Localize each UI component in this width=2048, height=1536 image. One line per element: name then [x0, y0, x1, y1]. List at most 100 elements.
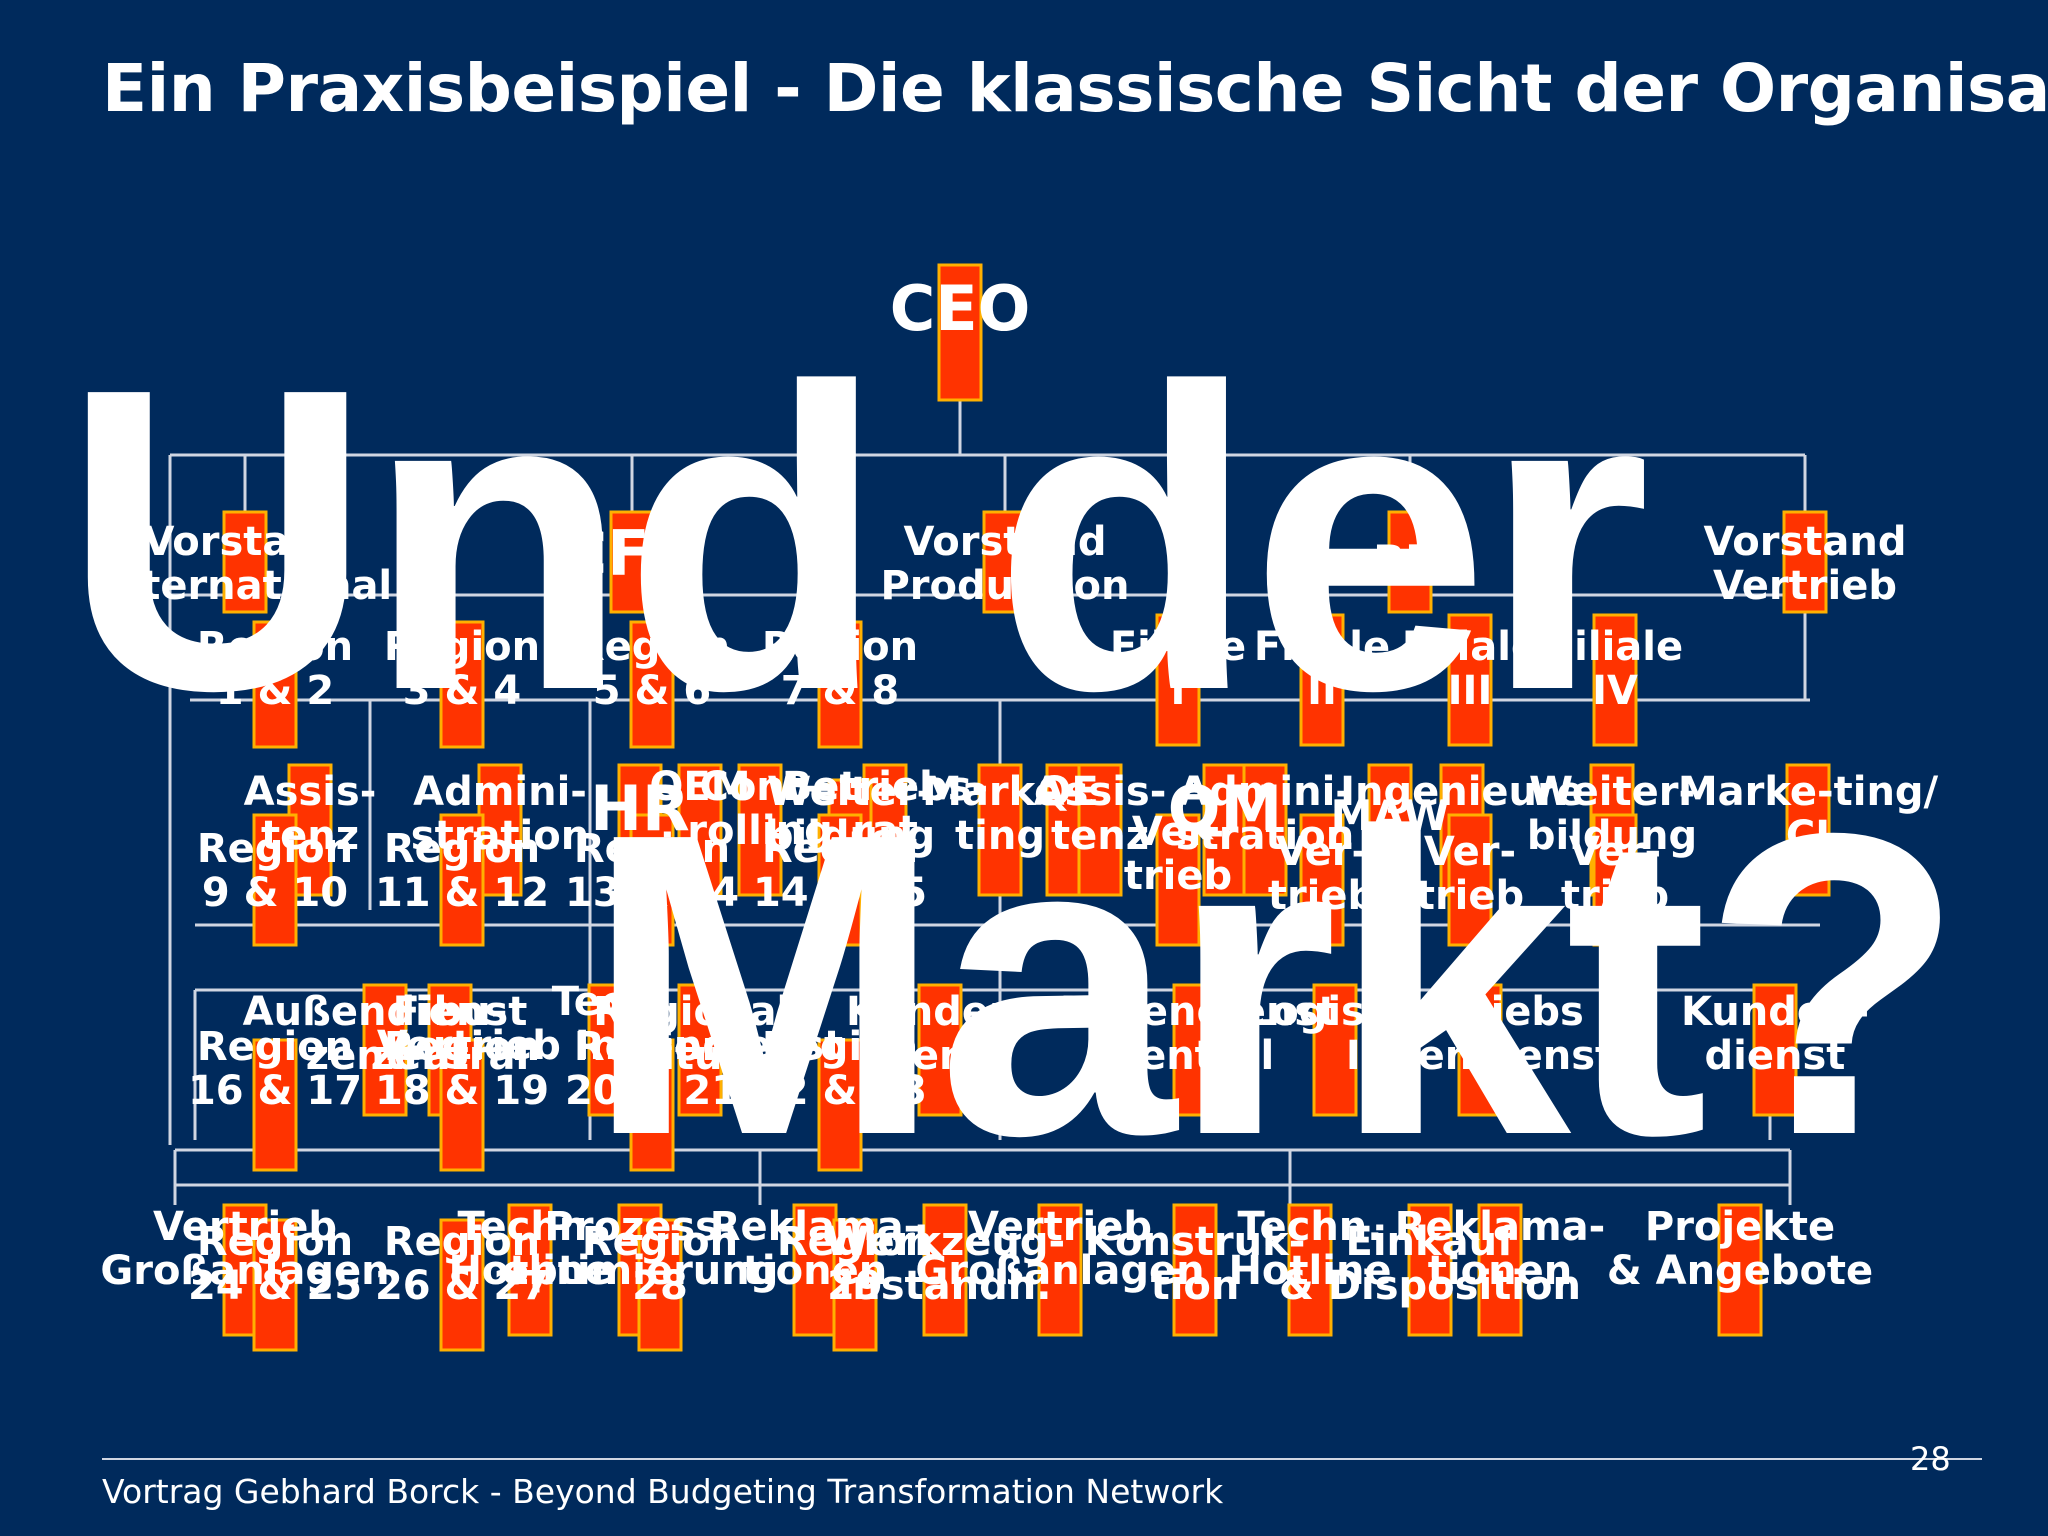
org-unit-box — [252, 813, 298, 947]
org-unit-label: Assis-tenz — [1034, 769, 1167, 859]
org-unit-box — [287, 763, 333, 897]
org-unit-box — [609, 510, 655, 614]
org-unit-label: Kunden-dienst — [846, 989, 1034, 1079]
org-unit-label: Vertrieb Großanlagen — [100, 1204, 389, 1294]
footer-divider — [102, 1458, 1982, 1460]
org-unit-box — [629, 813, 675, 947]
org-unit-label: CEO — [890, 272, 1031, 345]
org-unit-box — [629, 620, 675, 749]
org-unit-box — [637, 1218, 683, 1352]
org-unit-box — [1592, 813, 1638, 947]
org-unit-label: Region 28 — [582, 1219, 738, 1309]
org-unit-label: Region 11 & 12 — [375, 826, 549, 916]
org-unit-box — [937, 263, 983, 402]
org-unit-label: Ver-trieb — [1124, 809, 1232, 899]
org-unit-label: Filiale III — [1402, 624, 1538, 714]
org-unit-label: OEM — [649, 764, 750, 810]
page-number: 28 — [1910, 1440, 1951, 1478]
org-unit-label: Außendienst zentral — [243, 989, 528, 1079]
org-unit-box — [1387, 510, 1433, 614]
org-unit-box — [1477, 1203, 1523, 1337]
org-unit-box — [439, 1218, 485, 1352]
org-unit-box — [977, 763, 1023, 897]
org-unit-label: Region 18 & 19 — [375, 1024, 549, 1114]
org-unit-box — [252, 1038, 298, 1172]
org-unit-label: Fibu-zentral — [371, 989, 529, 1079]
org-unit-box — [1457, 983, 1503, 1117]
org-unit-label: Projekte & Angebote — [1607, 1204, 1873, 1294]
org-unit-box — [587, 983, 633, 1117]
org-unit-label: Vorstand Produktion — [880, 519, 1129, 609]
org-unit-box — [1367, 763, 1413, 897]
org-unit-box — [1299, 613, 1345, 747]
org-chart-labels: CEO Vorstand International CFO Vorstand Produ… — [98, 272, 1939, 1309]
org-unit-box — [1785, 763, 1831, 897]
org-unit-label: Weiter-bildung — [1527, 769, 1697, 859]
org-unit-label: QM — [1168, 772, 1282, 845]
org-unit-label: Vertrieb Großanlagen — [915, 1204, 1204, 1294]
org-unit-label: Kunden-dienst — [1681, 989, 1869, 1079]
org-unit-box — [1447, 813, 1493, 947]
org-unit-label: Filiale II — [1254, 624, 1390, 714]
org-unit-box — [792, 1203, 838, 1337]
slide-title: Ein Praxisbeispiel - Die klassische Sich… — [102, 50, 2048, 127]
org-unit-box — [1407, 1203, 1453, 1337]
overlay-question-line-1: Und der — [62, 300, 1650, 780]
org-unit-box — [222, 510, 268, 614]
org-unit-box — [1299, 813, 1345, 947]
org-unit-box — [1447, 613, 1493, 747]
org-unit-box — [677, 983, 723, 1117]
org-unit-label: Region 7 & 8 — [762, 624, 918, 714]
org-unit-label: Vertriebs Innendienst — [1346, 989, 1614, 1079]
org-unit-label: Vorstand International — [98, 519, 392, 609]
org-unit-box — [252, 1218, 298, 1352]
org-unit-box — [922, 1203, 968, 1337]
org-unit-box — [1077, 763, 1123, 897]
org-unit-box — [677, 763, 723, 897]
org-unit-box — [982, 510, 1028, 614]
org-unit-box — [817, 1038, 863, 1172]
org-unit-label: Marke-ting/CI — [1678, 769, 1939, 859]
org-unit-label: Region 5 & 6 — [574, 624, 730, 714]
org-unit-box — [1155, 813, 1201, 947]
org-unit-label: Region 16 & 17 — [188, 1024, 362, 1114]
org-unit-label: Tech. Vertrieb Innendienst — [377, 979, 843, 1069]
org-unit-box — [1782, 510, 1828, 614]
org-unit-label: Logistik — [1246, 989, 1426, 1035]
org-unit-label: Region 29 — [777, 1219, 933, 1309]
org-unit-box — [439, 620, 485, 749]
org-unit-label: Regional-leitung — [593, 989, 807, 1079]
org-unit-label: Weiter-bildung — [765, 769, 935, 859]
org-unit-label: Region 26 & 27 — [375, 1219, 549, 1309]
org-unit-label: CFO — [562, 517, 703, 590]
org-unit-label: Ver-trieb — [1416, 829, 1524, 919]
org-unit-box — [252, 620, 298, 749]
org-unit-label: Region 20 & 21 — [565, 1024, 739, 1114]
org-unit-box — [1172, 1203, 1218, 1337]
org-unit-box — [1592, 613, 1638, 747]
org-unit-label: Techn. Hotline — [1228, 1204, 1391, 1294]
org-unit-label: Außendienst zentral — [1053, 989, 1338, 1079]
org-unit-label: HR — [590, 772, 690, 845]
org-unit-label: Admini-stration — [411, 769, 589, 859]
org-unit-box — [439, 1038, 485, 1172]
org-unit-label: Ver-trieb — [1561, 829, 1669, 919]
org-unit-box — [817, 620, 863, 749]
org-unit-box — [1037, 1203, 1083, 1337]
org-unit-box — [1752, 983, 1798, 1117]
org-unit-label: Cont-rolling — [687, 764, 832, 854]
org-unit-box — [439, 813, 485, 947]
org-unit-label: Konstruk-tion — [1085, 1219, 1306, 1309]
org-unit-label: QE — [1037, 769, 1098, 815]
org-unit-box — [1717, 1203, 1763, 1337]
org-unit-label: Einkauf & Disposition — [1279, 1219, 1581, 1309]
org-unit-label: Region 22 & 23 — [753, 1024, 927, 1114]
org-unit-box — [817, 813, 863, 947]
org-unit-label: Admini-stration — [1176, 769, 1354, 859]
org-chart-boxes — [222, 263, 1831, 1352]
org-unit-label: Region 3 & 4 — [384, 624, 540, 714]
org-unit-label: Region 1 & 2 — [197, 624, 353, 714]
org-unit-label: Prozess-optimierung — [502, 1204, 779, 1294]
org-unit-label: Region 13 & 14 — [565, 826, 739, 916]
